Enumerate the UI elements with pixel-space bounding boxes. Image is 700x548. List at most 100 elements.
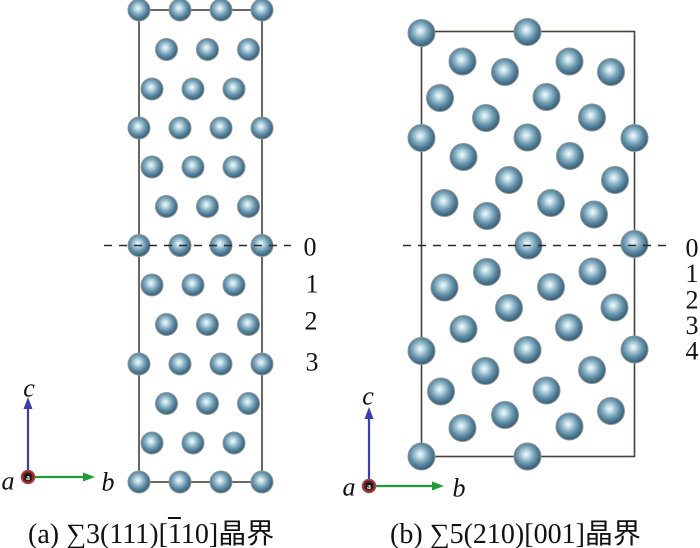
atom (555, 47, 584, 76)
layer-label: 2 (686, 286, 699, 315)
atom (537, 189, 565, 217)
atom (222, 431, 246, 455)
axes-indicator: a a b c (2, 374, 115, 497)
layer-label: 0 (304, 233, 317, 262)
atom (168, 0, 192, 22)
atom (209, 352, 233, 376)
atom (449, 315, 478, 343)
atom (426, 84, 454, 112)
b-axis-label: b (453, 474, 466, 503)
atom (181, 77, 205, 101)
atom (513, 123, 542, 152)
a-axis-origin-letter: a (26, 473, 30, 482)
atom (427, 377, 455, 406)
caption-a: (a) ∑3(111)[110]晶界 (28, 512, 274, 548)
atom (196, 313, 219, 336)
atom (495, 294, 523, 322)
atom (407, 337, 436, 365)
atom (601, 166, 629, 194)
atom (155, 38, 178, 61)
panel-sigma3-111-grain-boundary: 0 1 2 3 a a b c (2, 0, 319, 497)
atom (537, 273, 565, 301)
layer-label: 1 (686, 259, 699, 288)
atom (407, 442, 436, 471)
atom (580, 200, 608, 229)
atom (448, 47, 477, 76)
a-axis-origin-box (365, 482, 373, 490)
atom (556, 142, 584, 170)
atom (597, 58, 625, 86)
atom (473, 202, 501, 230)
caption-b: (b) ∑5(210)[001]晶界 (390, 512, 641, 548)
caption-a-prefix: (a) ∑3(111)[ (28, 519, 168, 548)
atom (237, 392, 260, 415)
atom (140, 155, 164, 179)
atom (407, 124, 436, 152)
atom (168, 116, 192, 140)
layer-label: 0 (686, 234, 699, 263)
b-axis-label: b (102, 468, 115, 497)
atom (222, 77, 246, 101)
c-axis-label: c (362, 382, 374, 411)
atom (471, 357, 500, 385)
layer-label: 3 (686, 311, 699, 340)
atom (209, 0, 233, 22)
layer-label: 3 (306, 348, 319, 377)
atom (181, 273, 205, 297)
atom (127, 116, 151, 140)
atom (513, 18, 542, 46)
a-axis-origin-box (24, 473, 32, 481)
atom (513, 336, 542, 364)
atom (222, 155, 246, 179)
atom (181, 431, 205, 455)
b-axis-arrowhead-icon (432, 481, 444, 491)
atom (127, 352, 151, 376)
layer-label: 4 (686, 337, 699, 366)
atom (473, 258, 501, 286)
atom (578, 356, 606, 384)
c-axis-arrowhead-icon (23, 397, 33, 409)
atom (430, 189, 459, 217)
atom (168, 352, 192, 376)
atom (513, 442, 542, 471)
a-axis-origin-letter: a (367, 482, 371, 491)
atom (495, 166, 523, 194)
atom (250, 0, 274, 22)
atom (430, 273, 459, 302)
c-axis-label: c (23, 374, 35, 403)
atom (237, 313, 260, 336)
atom (555, 313, 583, 342)
layer-label: 1 (306, 270, 319, 299)
atom (532, 376, 561, 405)
c-axis-arrowhead-icon (364, 407, 374, 419)
atom (155, 313, 178, 336)
atom (620, 230, 649, 258)
atom (600, 293, 629, 322)
atom (140, 273, 164, 297)
atom (155, 392, 178, 415)
axes-indicator: a a b c (343, 382, 466, 503)
layer-label: 2 (305, 307, 318, 336)
atom (578, 103, 606, 132)
atom (472, 104, 500, 132)
atom (620, 124, 649, 152)
caption-a-suffix: 10]晶界 (180, 519, 275, 548)
atom (209, 470, 233, 494)
atom (196, 392, 219, 415)
b-axis-arrowhead-icon (83, 472, 95, 482)
atom (532, 83, 561, 111)
atom (237, 38, 260, 61)
atom (407, 19, 436, 47)
atom (127, 0, 151, 22)
atom (555, 412, 584, 441)
atom (597, 397, 625, 425)
a-axis-label: a (2, 467, 15, 496)
atom (250, 352, 274, 376)
atom (578, 257, 607, 286)
atom (140, 431, 164, 455)
atom (449, 143, 478, 171)
atom (209, 116, 233, 140)
